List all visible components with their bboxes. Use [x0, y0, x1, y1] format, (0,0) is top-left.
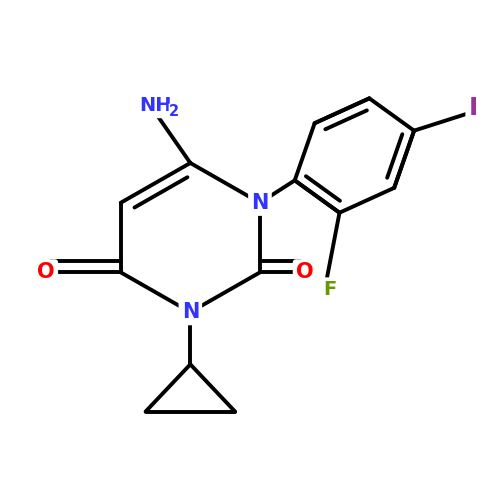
Text: N: N — [182, 302, 199, 322]
Text: 2: 2 — [170, 104, 179, 120]
Text: I: I — [469, 96, 478, 120]
Text: O: O — [38, 262, 55, 282]
Text: F: F — [323, 280, 336, 299]
Text: NH: NH — [140, 96, 172, 116]
Text: N: N — [252, 193, 268, 213]
Text: O: O — [296, 262, 314, 282]
